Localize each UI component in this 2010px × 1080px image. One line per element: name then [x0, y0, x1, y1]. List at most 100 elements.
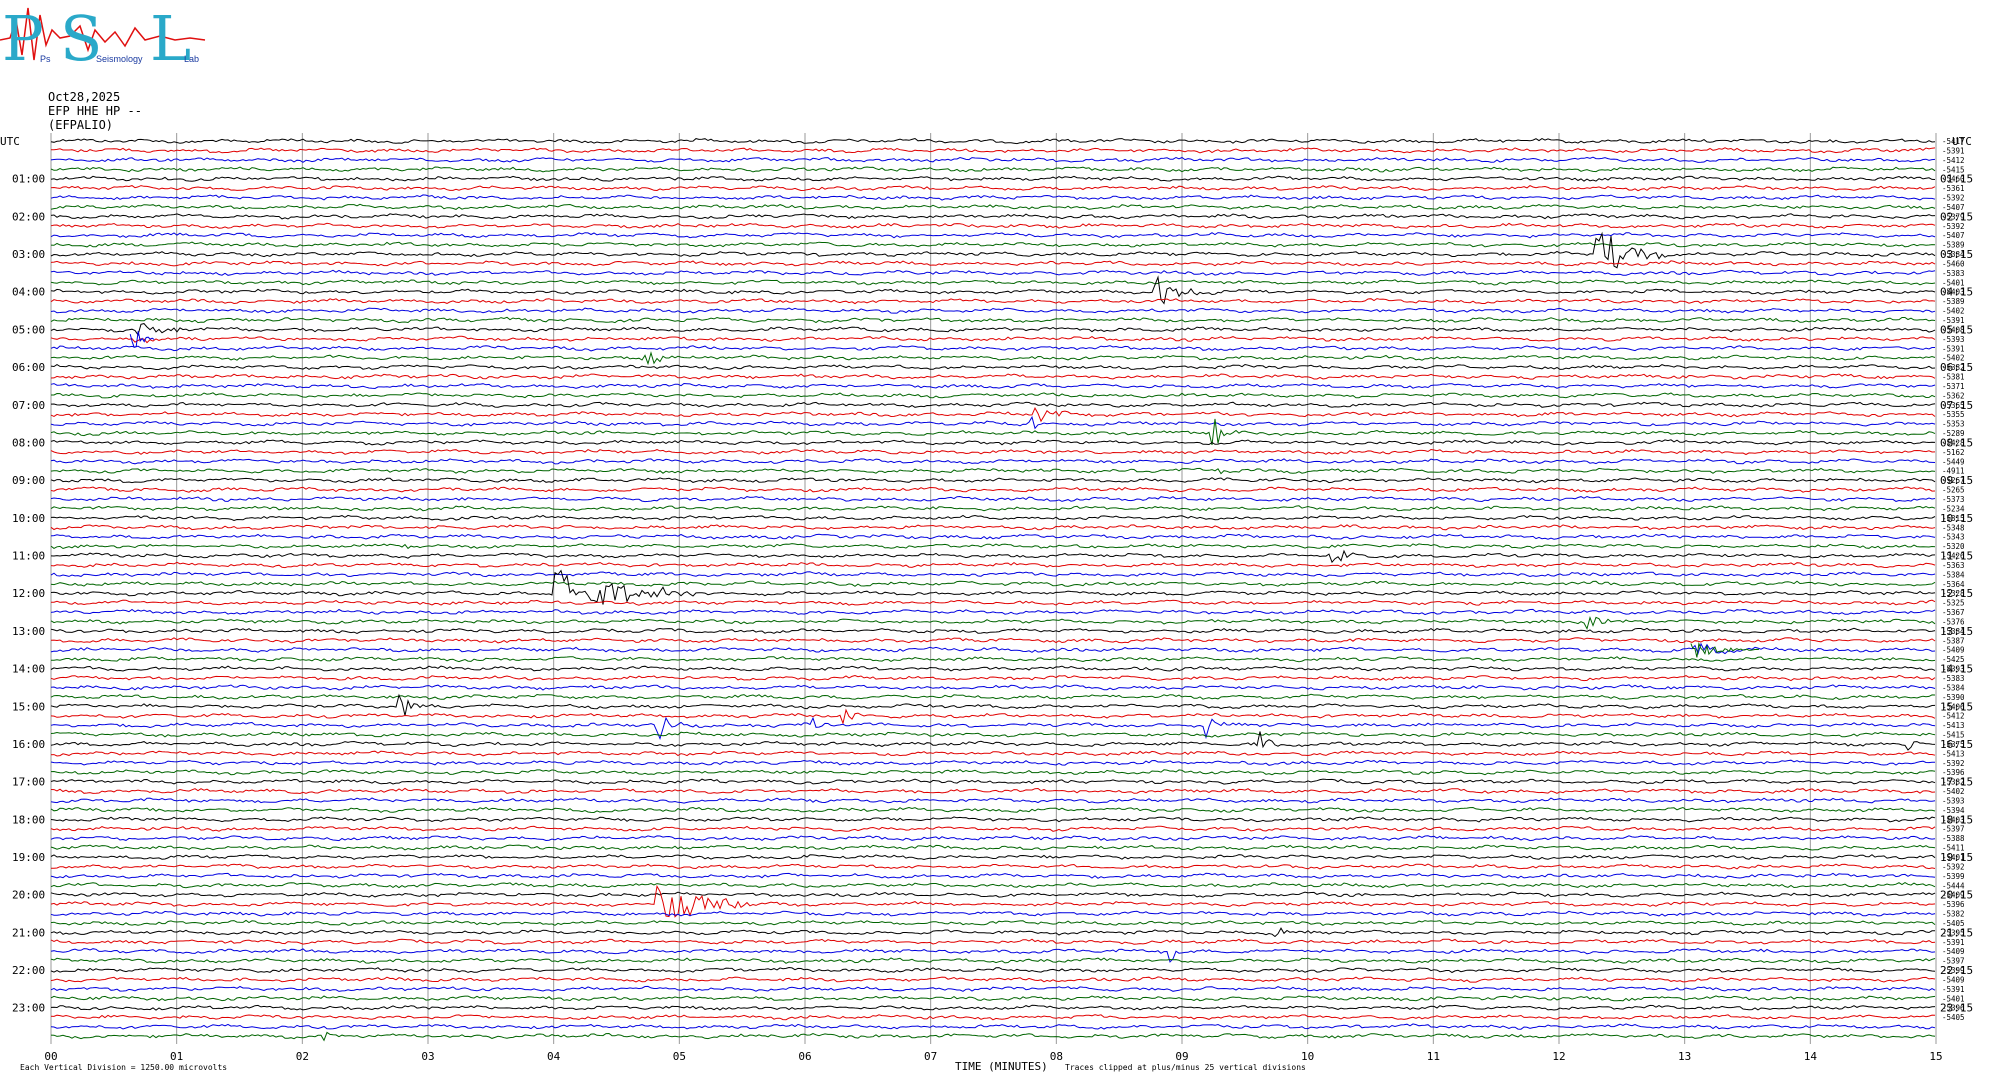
seismic-trace — [50, 382, 1936, 390]
trace-offset-label: -5401 — [1942, 278, 1965, 287]
seismic-trace — [50, 439, 1936, 446]
trace-offset-label: -5397 — [1942, 957, 1965, 966]
trace-offset-label: -5407 — [1942, 203, 1965, 212]
left-hour-label: 19:00 — [12, 851, 45, 864]
trace-offset-label: -5387 — [1942, 636, 1965, 645]
seismic-trace — [50, 835, 1936, 842]
logo-word-3: Lab — [184, 54, 199, 64]
trace-offset-label: -5460 — [1942, 259, 1965, 268]
left-hour-label: 01:00 — [12, 173, 45, 186]
trace-offset-label: -5362 — [1942, 391, 1965, 400]
trace-offset-label: -5393 — [1942, 335, 1965, 344]
trace-offset-label: -5403 — [1942, 815, 1965, 824]
trace-offset-label: -5396 — [1942, 768, 1965, 777]
seismic-traces — [50, 137, 1936, 1042]
right-hour-label: 09:15 — [1940, 474, 1973, 487]
seismic-trace — [50, 335, 1936, 344]
psl-logo: P S L Ps Seismology Lab — [0, 2, 206, 70]
seismic-trace — [50, 750, 1936, 757]
seismic-trace — [50, 684, 1936, 691]
trace-offset-label: -4911 — [1942, 467, 1965, 476]
seismic-trace — [50, 316, 1936, 324]
seismic-trace — [50, 778, 1936, 785]
left-hour-label: 22:00 — [12, 964, 45, 977]
trace-offset-label: -5162 — [1942, 448, 1965, 457]
seismic-trace — [50, 298, 1936, 305]
seismic-trace — [50, 137, 1936, 145]
left-hour-label: 16:00 — [12, 738, 45, 751]
trace-offset-label: -5405 — [1942, 1013, 1965, 1022]
x-tick-label: 04 — [547, 1050, 561, 1063]
seismic-trace — [50, 279, 1936, 286]
left-hour-label: 13:00 — [12, 625, 45, 638]
seismic-trace — [50, 825, 1936, 832]
seismic-trace — [50, 213, 1936, 220]
seismic-trace — [50, 203, 1936, 210]
trace-offset-label: -5328 — [1942, 589, 1965, 598]
seismic-trace — [50, 514, 1936, 522]
right-hour-label: 06:15 — [1940, 361, 1973, 374]
seismic-trace — [50, 938, 1936, 945]
trace-offset-label: -5392 — [1942, 222, 1965, 231]
seismic-trace — [50, 524, 1936, 531]
event-signal — [1690, 641, 1759, 658]
x-tick-label: 10 — [1301, 1050, 1314, 1063]
seismic-trace — [50, 806, 1936, 814]
right-hour-label: 18:15 — [1940, 813, 1973, 826]
seismic-trace — [50, 693, 1936, 700]
trace-offset-label: -5413 — [1942, 721, 1965, 730]
right-hour-label: 16:15 — [1940, 738, 1973, 751]
seismic-trace — [50, 716, 1936, 740]
trace-offset-label: -5388 — [1942, 834, 1965, 843]
trace-offset-label: -5391 — [1942, 938, 1965, 947]
right-hour-label: 08:15 — [1940, 436, 1973, 449]
trace-offset-label: -5365 — [1942, 401, 1965, 410]
seismic-trace — [50, 307, 1936, 314]
seismic-trace — [50, 418, 1936, 446]
time-gridlines — [50, 133, 1937, 1044]
x-tick-label: 09 — [1175, 1050, 1188, 1063]
trace-offset-label: -5361 — [1942, 184, 1965, 193]
trace-offset-label: -5375 — [1942, 740, 1965, 749]
clip-note: Traces clipped at plus/minus 25 vertical… — [1065, 1063, 1306, 1072]
trace-offset-label: -5364 — [1942, 580, 1965, 589]
left-hour-label: 02:00 — [12, 210, 45, 223]
seismic-trace — [50, 1004, 1936, 1011]
left-hour-label: 06:00 — [12, 361, 45, 374]
trace-offset-label: -5383 — [1942, 674, 1965, 683]
trace-offset-label: -5343 — [1942, 533, 1965, 542]
left-hour-label: 11:00 — [12, 550, 45, 563]
right-hour-label: 21:15 — [1940, 926, 1973, 939]
seismic-trace — [50, 891, 1936, 898]
trace-offset-label: -5402 — [1942, 354, 1965, 363]
trace-offset-label: -5392 — [1942, 862, 1965, 871]
right-hour-label: 23:15 — [1940, 1002, 1973, 1015]
trace-offset-label: -5382 — [1942, 910, 1965, 919]
trace-offset-label: -5367 — [1942, 608, 1965, 617]
seismic-trace — [50, 275, 1936, 305]
right-hour-label: 11:15 — [1940, 550, 1973, 563]
scale-note: Each Vertical Division = 1250.00 microvo… — [20, 1063, 227, 1072]
trace-offset-label: -5376 — [1942, 617, 1965, 626]
trace-offset-label: -5413 — [1942, 749, 1965, 758]
seismic-trace — [50, 569, 1936, 605]
right-utc-label: UTC — [1952, 135, 1972, 148]
trace-offset-label: -5392 — [1942, 759, 1965, 768]
left-hour-label: 18:00 — [12, 813, 45, 826]
seismic-trace — [50, 910, 1936, 917]
x-tick-label: 05 — [673, 1050, 686, 1063]
right-hour-label: 01:15 — [1940, 173, 1973, 186]
trace-offset-label: -5449 — [1942, 457, 1965, 466]
x-tick-label: 12 — [1552, 1050, 1565, 1063]
seismic-trace — [50, 232, 1936, 239]
right-hour-label: 03:15 — [1940, 248, 1973, 261]
trace-offset-label: -5402 — [1942, 787, 1965, 796]
left-hour-label: 08:00 — [12, 436, 45, 449]
logo-letter-l: L — [150, 2, 191, 70]
x-tick-label: 03 — [421, 1050, 434, 1063]
trace-offset-label: -5460 — [1942, 175, 1965, 184]
trace-offset-label: -5409 — [1942, 975, 1965, 984]
trace-offset-label: -5401 — [1942, 853, 1965, 862]
trace-offset-label: -5399 — [1942, 872, 1965, 881]
trace-offset-label: -5411 — [1942, 844, 1965, 853]
